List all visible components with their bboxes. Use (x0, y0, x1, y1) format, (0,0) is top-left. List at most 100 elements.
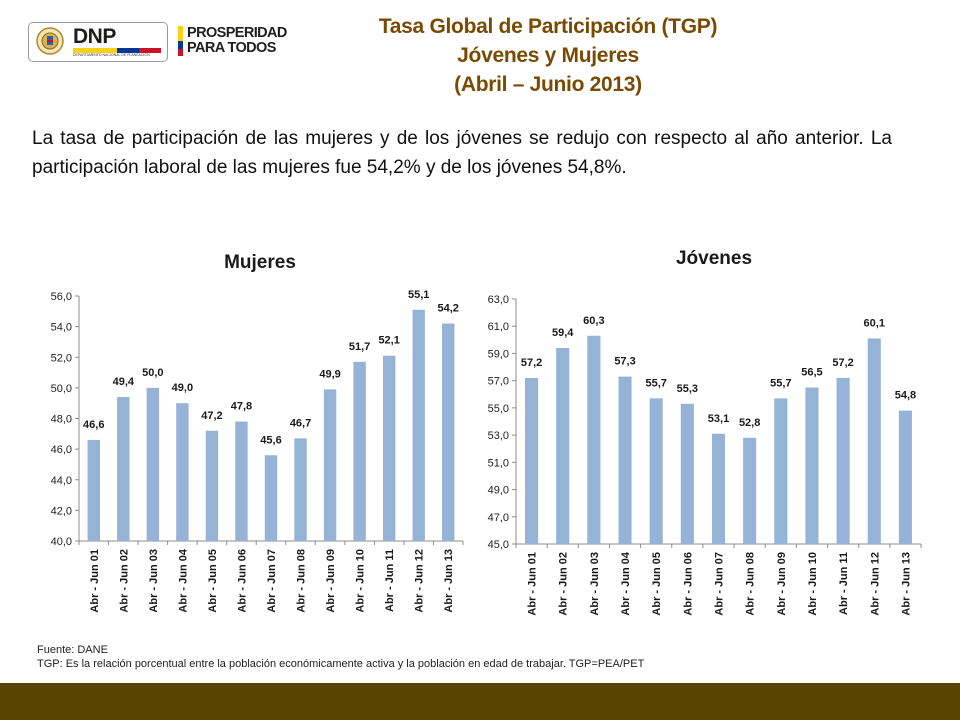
bar (146, 387, 160, 541)
y-tick-label: 50,0 (51, 383, 72, 395)
data-label: 52,1 (378, 335, 399, 347)
x-tick-label: Abr - Jun 11 (384, 549, 396, 612)
data-label: 46,7 (290, 417, 311, 429)
x-tick-label: Abr - Jun 10 (807, 552, 819, 616)
prosperidad-logo-line2: PARA TODOS (187, 40, 276, 56)
data-label: 57,2 (832, 357, 853, 369)
title-line-1: Tasa Global de Participación (TGP) (378, 15, 718, 38)
x-tick-label: Abr - Jun 03 (589, 552, 601, 616)
y-tick-label: 46,0 (51, 444, 72, 456)
bar (774, 398, 788, 544)
data-label: 45,6 (260, 434, 281, 446)
bar (556, 348, 570, 544)
data-label: 57,2 (521, 357, 542, 369)
data-label: 57,3 (614, 356, 635, 368)
bar (805, 387, 819, 544)
x-tick-label: Abr - Jun 12 (414, 549, 426, 613)
x-tick-label: Abr - Jun 07 (714, 552, 726, 616)
x-tick-label: Abr - Jun 04 (177, 548, 189, 612)
x-tick-label: Abr - Jun 05 (651, 552, 663, 616)
y-tick-label: 56,0 (51, 291, 72, 303)
x-tick-label: Abr - Jun 05 (207, 549, 219, 613)
data-label: 52,8 (739, 417, 760, 429)
x-tick-label: Abr - Jun 08 (745, 552, 757, 616)
x-tick-label: Abr - Jun 06 (682, 552, 694, 616)
footer-bar (0, 683, 960, 720)
y-tick-label: 61,0 (488, 321, 509, 333)
title-line-3: (Abril – Junio 2013) (454, 73, 642, 96)
bar (205, 430, 219, 541)
x-tick-label: Abr - Jun 09 (325, 549, 337, 613)
y-tick-label: 45,0 (488, 539, 509, 551)
bar (264, 455, 278, 541)
y-tick-label: 48,0 (51, 414, 72, 426)
y-tick-label: 44,0 (51, 475, 72, 487)
bar (867, 338, 881, 544)
page-title: Tasa Global de Participación (TGP) Jóven… (318, 12, 778, 99)
bar (898, 410, 912, 544)
data-label: 49,9 (319, 368, 340, 380)
x-tick-label: Abr - Jun 12 (869, 552, 881, 616)
x-tick-label: Abr - Jun 01 (527, 552, 539, 616)
data-label: 56,5 (801, 366, 822, 378)
y-tick-label: 57,0 (488, 376, 509, 388)
data-label: 55,3 (677, 383, 698, 395)
data-label: 59,4 (552, 327, 574, 339)
data-label: 46,6 (83, 419, 104, 431)
x-tick-label: Abr - Jun 13 (443, 549, 455, 613)
data-label: 49,4 (113, 376, 135, 388)
data-label: 55,7 (645, 377, 666, 389)
bar (176, 403, 189, 541)
footnote-definition: TGP: Es la relación porcentual entre la … (37, 658, 645, 670)
y-tick-label: 47,0 (488, 512, 509, 524)
data-label: 47,2 (201, 410, 222, 422)
data-label: 53,1 (708, 413, 729, 425)
bar (525, 377, 539, 544)
colombia-flag-stripe (73, 48, 161, 53)
y-tick-label: 49,0 (488, 485, 509, 497)
data-label: 50,0 (142, 367, 163, 379)
data-label: 51,7 (349, 341, 370, 353)
x-tick-label: Abr - Jun 10 (355, 549, 367, 613)
x-tick-label: Abr - Jun 01 (89, 549, 101, 613)
colombia-seal-icon (36, 27, 64, 55)
bar (117, 397, 130, 541)
x-tick-label: Abr - Jun 13 (900, 552, 912, 616)
y-tick-label: 40,0 (51, 536, 72, 548)
flag-bar-icon (178, 26, 183, 56)
x-tick-label: Abr - Jun 02 (558, 552, 570, 616)
title-line-2: Jóvenes y Mujeres (457, 44, 639, 67)
x-tick-label: Abr - Jun 04 (620, 551, 632, 615)
y-tick-label: 51,0 (488, 457, 509, 469)
chart-title-mujeres: Mujeres (224, 252, 296, 273)
bar (412, 309, 425, 541)
intro-paragraph: La tasa de participación de las mujeres … (32, 128, 892, 178)
y-tick-label: 42,0 (51, 505, 72, 517)
bar (323, 389, 337, 541)
data-label: 55,7 (770, 377, 791, 389)
bar (649, 398, 663, 544)
x-tick-label: Abr - Jun 11 (838, 552, 850, 615)
bar (618, 376, 632, 544)
x-tick-label: Abr - Jun 03 (148, 549, 160, 613)
data-label: 49,0 (172, 382, 193, 394)
y-tick-label: 55,0 (488, 403, 509, 415)
data-label: 54,2 (438, 303, 459, 315)
bar (382, 355, 396, 541)
data-label: 54,8 (895, 390, 916, 402)
bar (587, 335, 601, 544)
bar (442, 323, 455, 541)
data-label: 55,1 (408, 289, 429, 301)
x-tick-label: Abr - Jun 09 (776, 552, 788, 616)
bar (680, 403, 694, 544)
data-label: 60,1 (864, 317, 885, 329)
x-tick-label: Abr - Jun 06 (236, 549, 248, 613)
bar (711, 433, 726, 544)
y-tick-label: 63,0 (488, 294, 509, 306)
y-tick-label: 52,0 (51, 352, 72, 364)
dnp-logo-subtitle: DEPARTAMENTO NACIONAL DE PLANEACIÓN (73, 53, 150, 57)
data-label: 47,8 (231, 401, 252, 413)
y-tick-label: 54,0 (51, 322, 72, 334)
